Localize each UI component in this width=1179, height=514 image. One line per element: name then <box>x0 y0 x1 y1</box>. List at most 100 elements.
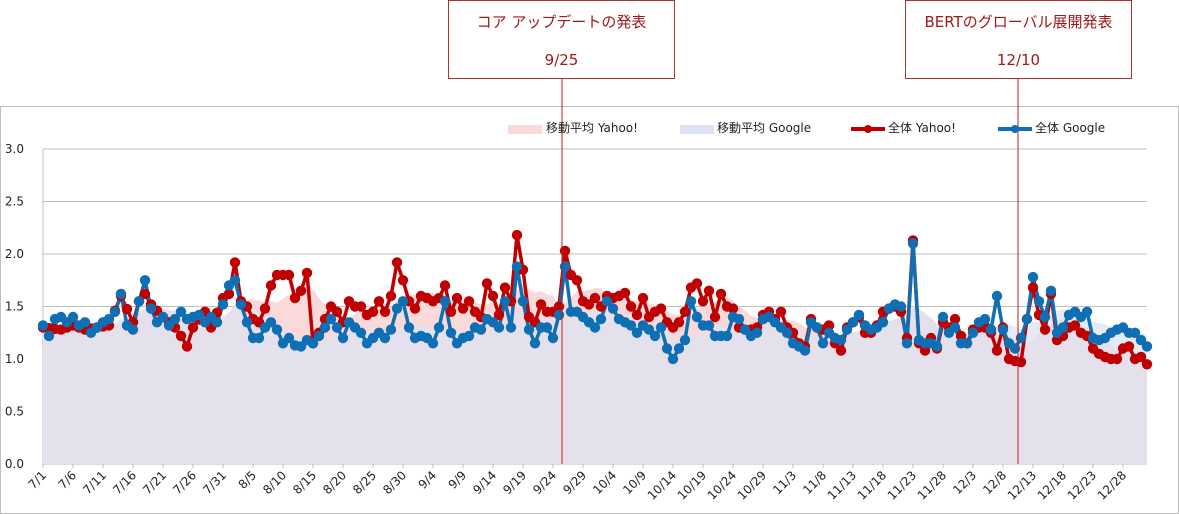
series-all-google-point <box>847 317 859 328</box>
series-all-yahoo-point <box>727 303 739 314</box>
series-all-google-point <box>967 327 979 338</box>
series-all-google-point <box>217 299 229 310</box>
series-all-google-point <box>877 317 889 328</box>
series-all-google-point <box>985 324 997 335</box>
series-all-yahoo-point <box>283 269 295 281</box>
y-tick-label: 1.5 <box>5 300 24 314</box>
series-all-google-point <box>655 322 667 333</box>
series-all-yahoo-point <box>493 309 505 321</box>
annotation-core-update: コア アップデートの発表 9/25 <box>448 0 675 79</box>
series-all-google-point <box>379 332 391 344</box>
series-all-yahoo-point <box>439 280 451 291</box>
series-all-google-point <box>403 322 415 333</box>
series-all-google-point <box>937 311 949 323</box>
series-all-yahoo-point <box>289 292 301 304</box>
series-all-google-point <box>649 330 661 342</box>
series-all-google-point <box>661 343 673 354</box>
series-all-google-point <box>835 334 847 346</box>
series-all-google-point <box>127 324 139 335</box>
series-all-google-point <box>109 306 121 317</box>
series-all-yahoo-point <box>187 322 199 333</box>
legend-swatch-ma-yahoo <box>508 125 542 134</box>
series-all-yahoo-point <box>229 257 241 268</box>
legend-marker-all-google <box>1011 125 1019 133</box>
series-all-google-point <box>157 311 169 323</box>
series-all-google-point <box>79 317 91 328</box>
legend-marker-all-yahoo <box>864 125 872 133</box>
series-all-yahoo-point <box>1069 320 1081 331</box>
series-all-google-point <box>1015 332 1027 344</box>
series-all-yahoo-point <box>499 282 511 293</box>
series-all-google-point <box>949 322 961 333</box>
series-all-yahoo-point <box>1111 353 1123 365</box>
series-all-google-point <box>235 299 247 310</box>
legend-label-all-google: 全体 Google <box>1035 120 1105 135</box>
series-all-google-point <box>691 311 703 323</box>
y-tick-label: 2.5 <box>5 195 24 209</box>
annotation-core-update-date: 9/25 <box>544 51 579 69</box>
series-all-google-point <box>517 296 529 307</box>
series-all-google-point <box>253 332 265 344</box>
series-all-google-point <box>781 327 793 338</box>
series-all-google-point <box>931 341 943 352</box>
series-all-yahoo-point <box>373 296 385 307</box>
series-all-yahoo-point <box>715 288 727 300</box>
series-all-yahoo-point <box>451 292 463 304</box>
annotation-bert: BERTのグローバル展開発表 12/10 <box>905 0 1132 79</box>
series-all-yahoo-point <box>463 296 475 307</box>
series-all-yahoo-point <box>775 306 787 317</box>
series-all-google-point <box>439 296 451 307</box>
series-all-google-point <box>553 309 565 321</box>
series-all-google-point <box>211 317 223 328</box>
series-all-google-point <box>391 303 403 314</box>
series-all-google-point <box>193 309 205 321</box>
series-all-google-point <box>1021 313 1033 325</box>
series-all-google-point <box>1081 306 1093 317</box>
series-all-yahoo-point <box>259 303 271 314</box>
series-all-google-point <box>283 332 295 344</box>
series-all-yahoo-point <box>571 275 583 286</box>
series-all-google-point <box>607 303 619 314</box>
series-all-yahoo-point <box>679 306 691 317</box>
series-all-google-point <box>667 353 679 365</box>
legend-label-ma-yahoo: 移動平均 Yahoo! <box>546 121 638 135</box>
series-all-google-point <box>445 327 457 338</box>
series-all-yahoo-point <box>1015 356 1027 368</box>
series-all-google-point <box>601 296 613 307</box>
series-all-google-point <box>319 322 331 333</box>
legend: 移動平均 Yahoo! 移動平均 Google 全体 Yahoo! 全体 Goo… <box>508 120 1105 135</box>
series-all-google-point <box>355 327 367 338</box>
series-all-google-point <box>901 338 913 349</box>
series-all-yahoo-point <box>655 303 667 314</box>
series-all-yahoo-point <box>265 280 277 291</box>
annotation-bert-title: BERTのグローバル展開発表 <box>924 13 1113 31</box>
annotation-core-update-title: コア アップデートの発表 <box>476 13 647 31</box>
series-all-yahoo-point <box>385 290 397 302</box>
series-all-google-point <box>271 324 283 335</box>
series-all-yahoo-point <box>637 292 649 304</box>
series-all-yahoo-point <box>223 288 235 300</box>
series-all-google-point <box>397 296 409 307</box>
series-all-yahoo-point <box>691 278 703 289</box>
series-all-google-point <box>997 324 1009 335</box>
series-all-google-point <box>841 324 853 335</box>
series-all-yahoo-point <box>709 311 721 323</box>
series-all-google-point <box>505 322 517 333</box>
series-all-yahoo-point <box>949 313 961 325</box>
series-all-yahoo-point <box>139 288 151 300</box>
series-all-google-point <box>817 338 829 349</box>
series-all-yahoo-point <box>295 285 307 296</box>
series-all-google-point <box>103 313 115 325</box>
series-points <box>37 229 1153 370</box>
series-all-yahoo-point <box>955 330 967 342</box>
series-all-google-point <box>631 327 643 338</box>
series-all-google-point <box>1129 327 1141 338</box>
series-all-google-point <box>673 343 685 354</box>
series-all-yahoo-point <box>1039 324 1051 335</box>
series-all-yahoo-point <box>1027 282 1039 293</box>
series-all-yahoo-point <box>355 301 367 312</box>
series-all-yahoo-point <box>673 317 685 328</box>
series-all-yahoo-point <box>487 290 499 302</box>
annotation-lines <box>561 77 1019 464</box>
